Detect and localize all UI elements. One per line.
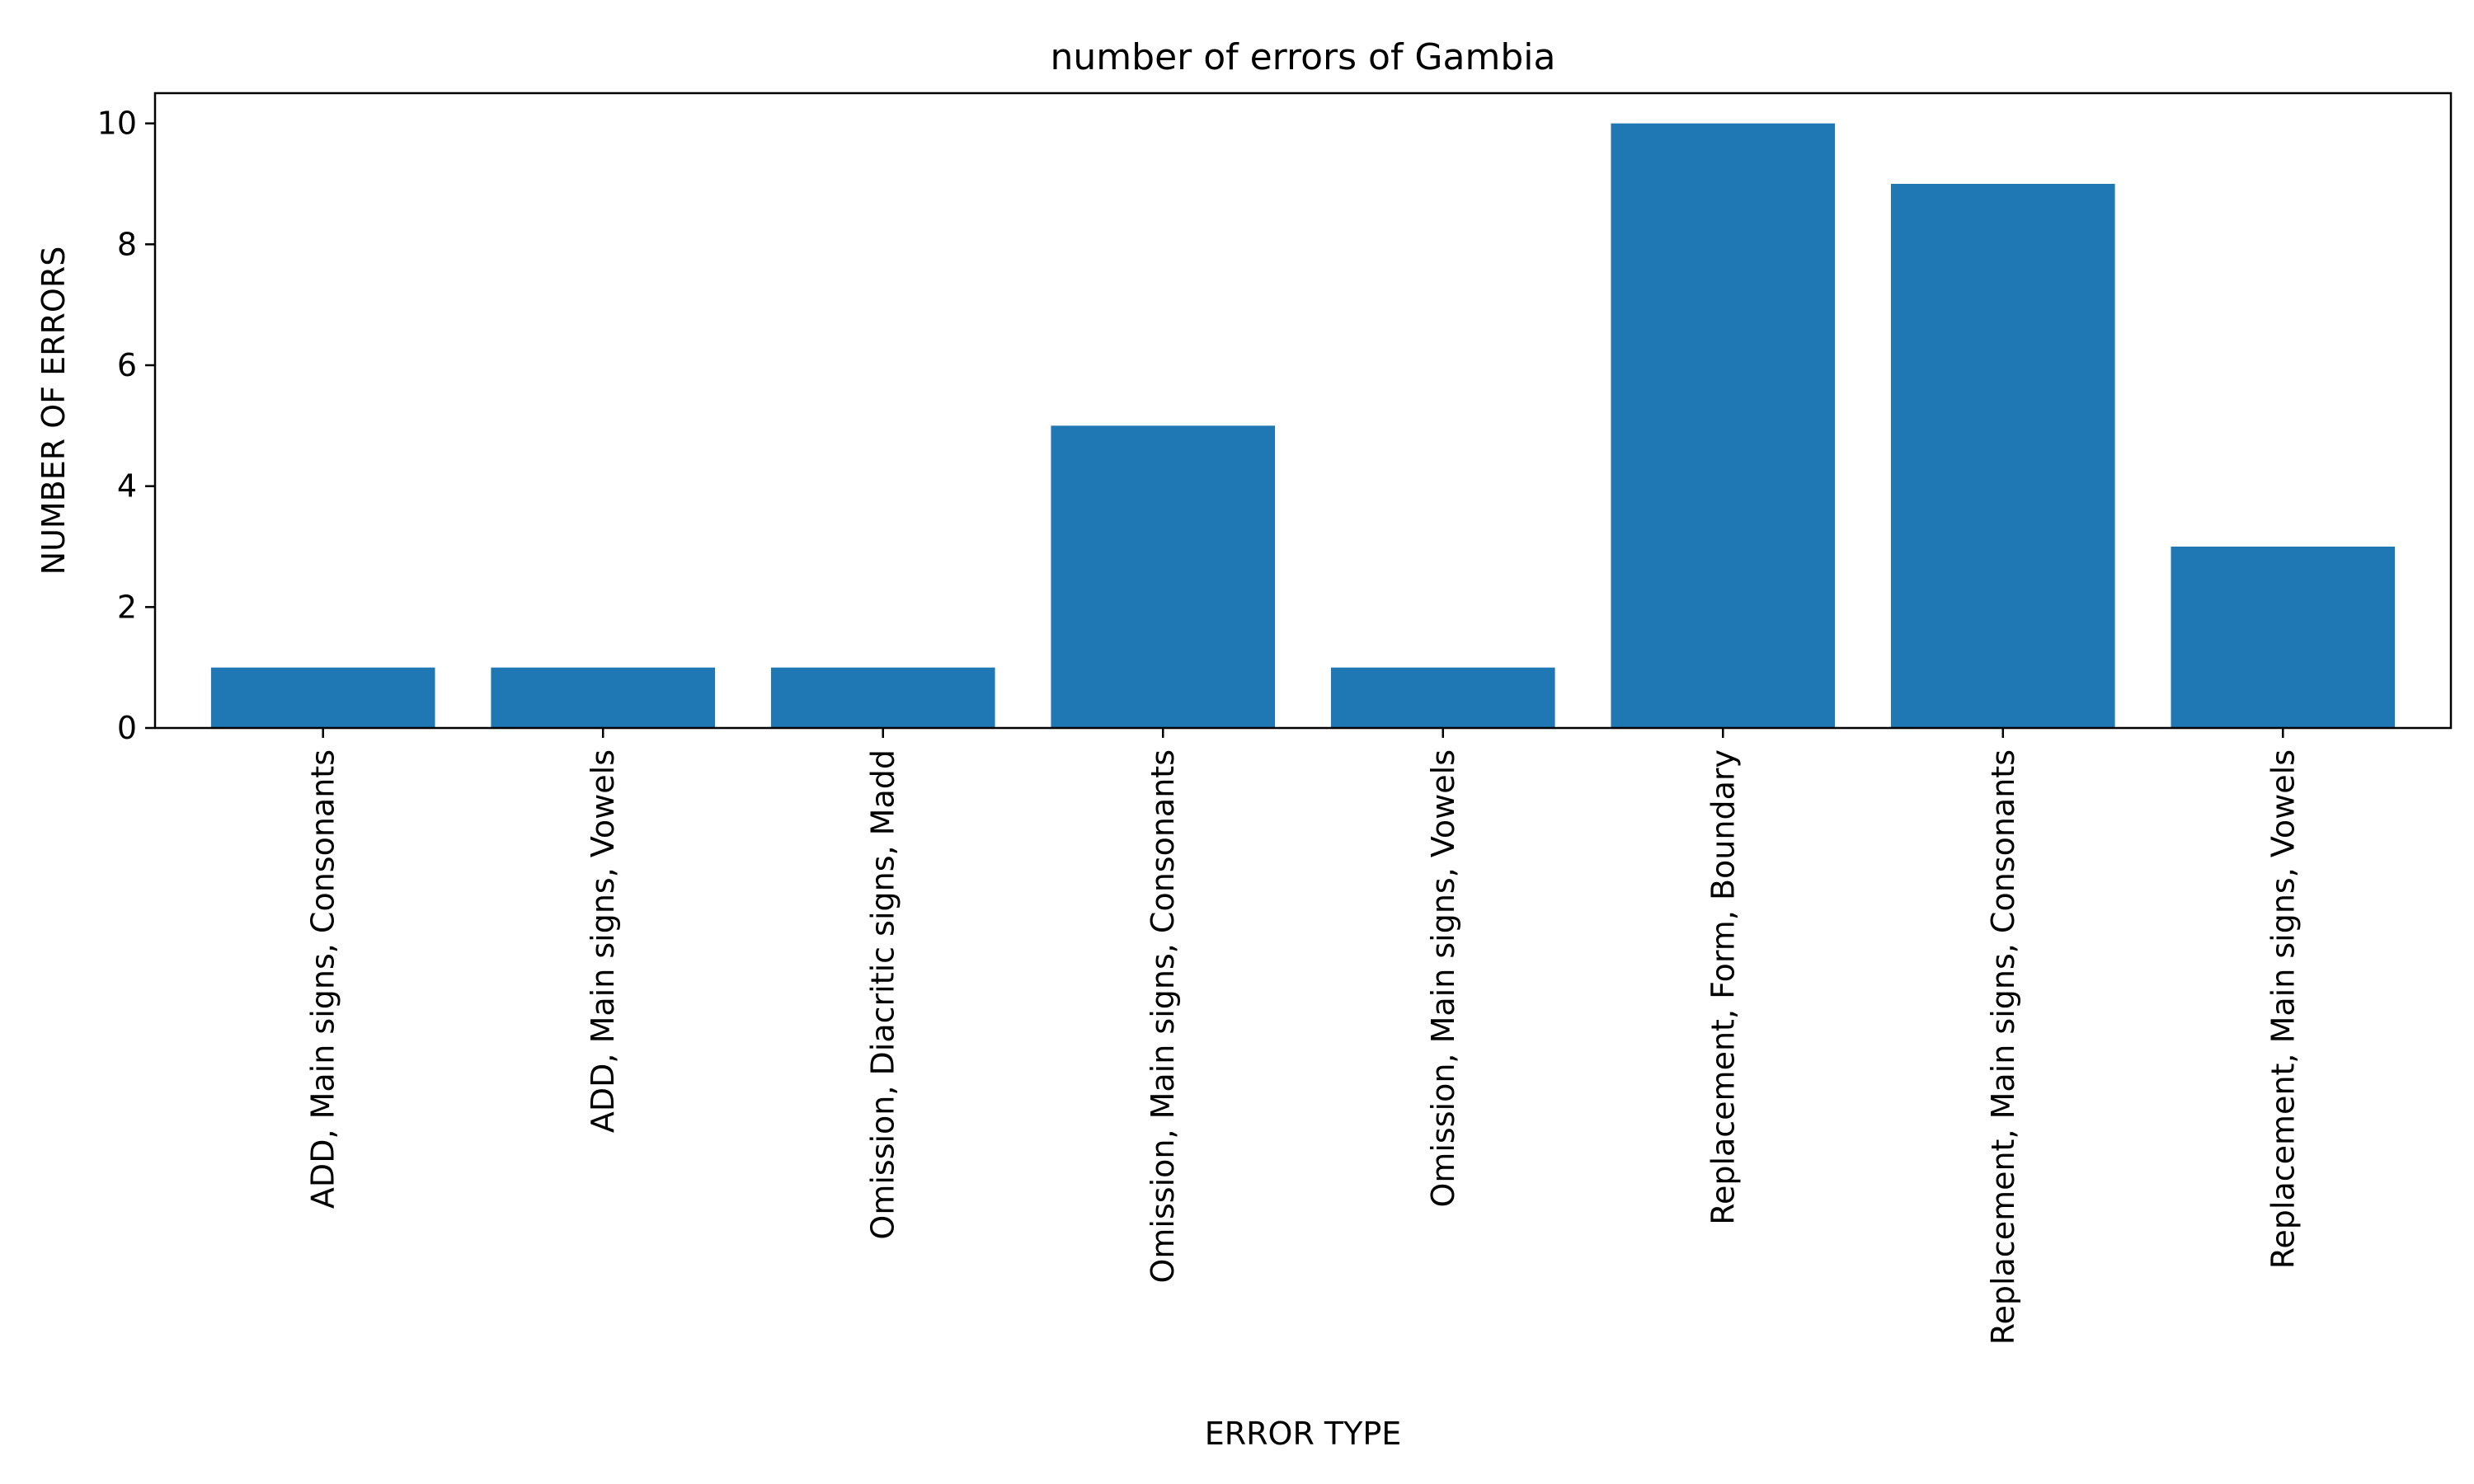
x-tick-label-6: Replacement, Main signs, Consonants [1985, 749, 2021, 1345]
x-axis-ticks: ADD, Main signs, Consonants ADD, Main sig… [305, 728, 2301, 1345]
bar-1 [491, 667, 716, 728]
plot-frame [153, 92, 2453, 730]
chart-title: number of errors of Gambia [1051, 36, 1556, 78]
y-axis-label: NUMBER OF ERRORS [35, 247, 72, 575]
x-axis-label: ERROR TYPE [1205, 1416, 1402, 1452]
x-tick-label-1: ADD, Main signs, Vowels [585, 749, 621, 1133]
bar-7 [2171, 547, 2396, 728]
y-tick-label-5: 10 [97, 106, 137, 142]
x-tick-label-3: Omission, Main signs, Consonants [1145, 749, 1181, 1284]
bar-6 [1890, 184, 2115, 728]
bar-2 [770, 667, 995, 728]
y-tick-label-1: 2 [117, 589, 137, 625]
y-axis-ticks: 0 2 4 6 8 10 [97, 106, 155, 746]
bar-4 [1330, 667, 1555, 728]
y-tick-label-0: 0 [117, 710, 137, 746]
x-tick-label-2: Omission, Diacritic signs, Madd [865, 749, 901, 1240]
bars-group [210, 123, 2396, 728]
y-tick-label-3: 6 [117, 347, 137, 383]
bar-3 [1051, 425, 1276, 728]
x-tick-label-5: Replacement, Form, Boundary [1705, 749, 1741, 1225]
y-tick-label-2: 4 [117, 468, 137, 505]
x-tick-label-0: ADD, Main signs, Consonants [305, 749, 341, 1209]
x-tick-label-4: Omission, Main signs, Vowels [1425, 749, 1461, 1208]
x-tick-label-7: Replacement, Main signs, Vowels [2265, 749, 2301, 1269]
bar-0 [210, 667, 435, 728]
bar-5 [1611, 123, 1836, 728]
y-tick-label-4: 8 [117, 226, 137, 262]
